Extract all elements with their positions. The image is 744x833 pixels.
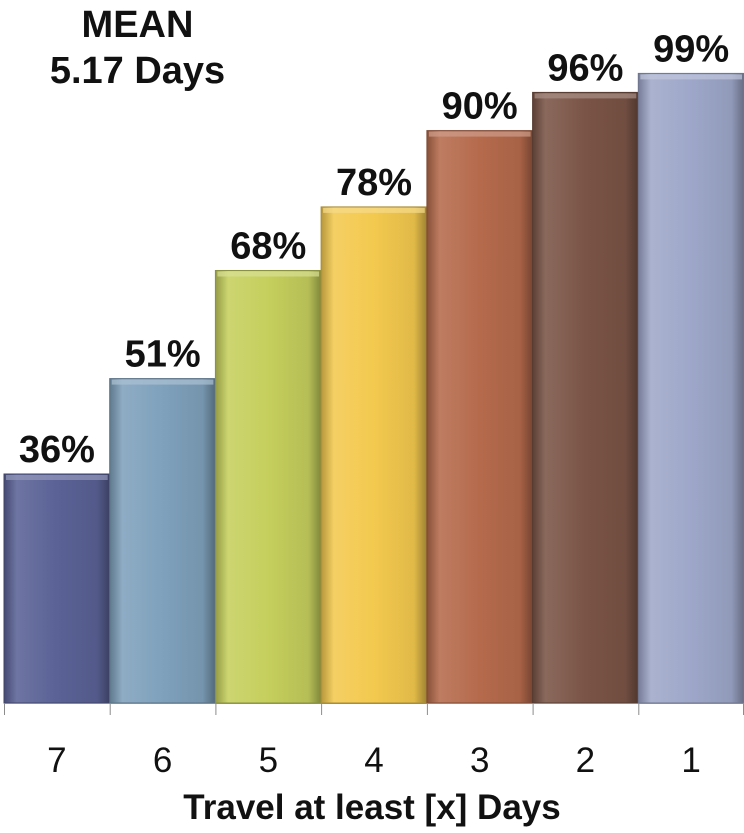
data-label-6: 51% — [125, 334, 201, 376]
bar-highlight-4 — [323, 207, 425, 213]
x-tick-label-6: 6 — [153, 741, 172, 780]
bar-2 — [532, 91, 639, 704]
chart-title-block: MEAN 5.17 Days — [20, 2, 255, 94]
bar-6 — [109, 378, 216, 704]
bar-3 — [426, 130, 534, 704]
bar-highlight-6 — [111, 379, 214, 385]
bar-5 — [214, 270, 322, 704]
data-label-5: 68% — [230, 226, 306, 268]
bars-layer — [3, 72, 744, 704]
data-label-1: 99% — [653, 28, 729, 70]
x-tick-label-1: 1 — [681, 741, 700, 780]
x-tick-label-7: 7 — [47, 741, 66, 780]
bar-highlight-5 — [217, 271, 320, 277]
bar-highlight-1 — [640, 74, 742, 80]
data-label-4: 78% — [336, 162, 412, 204]
x-axis: 7 6 5 4 3 2 1 — [4, 703, 744, 780]
x-tick-label-3: 3 — [470, 741, 489, 780]
bar-1 — [637, 72, 744, 704]
chart-title: MEAN — [81, 4, 194, 46]
bar-4 — [320, 206, 428, 704]
data-label-7: 36% — [19, 429, 95, 471]
bar-7 — [3, 473, 111, 704]
chart-subtitle: 5.17 Days — [49, 50, 226, 92]
bar-highlight-2 — [534, 93, 637, 99]
x-tick-label-5: 5 — [259, 741, 278, 780]
data-labels-layer: 36% 51% 68% 78% 90% 96% 99% — [19, 28, 729, 471]
x-axis-title: Travel at least [x] Days — [183, 788, 561, 827]
x-tick-label-2: 2 — [576, 741, 595, 780]
x-tick-label-4: 4 — [364, 741, 383, 780]
bar-highlight-3 — [428, 131, 531, 137]
data-label-3: 90% — [442, 86, 518, 128]
bar-highlight-7 — [6, 475, 108, 480]
data-label-2: 96% — [547, 47, 623, 89]
